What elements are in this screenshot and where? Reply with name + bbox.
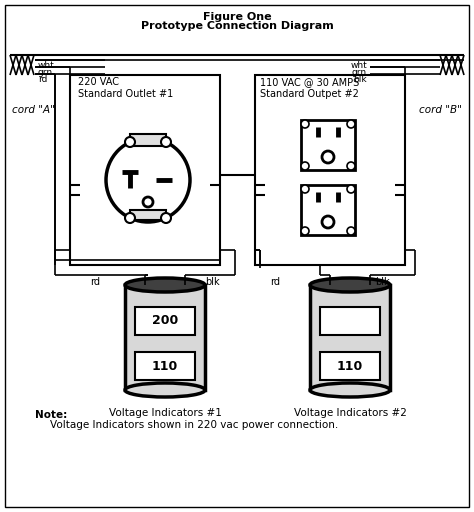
Circle shape [347,185,355,193]
Text: Voltage Indicators #2: Voltage Indicators #2 [293,408,406,418]
Text: cord "B": cord "B" [419,105,462,115]
Bar [301,120,355,170]
Bar [130,134,166,146]
Circle shape [125,137,135,147]
Text: 110 VAC @ 30 AMPS
Standard Outpet #2: 110 VAC @ 30 AMPS Standard Outpet #2 [260,77,359,99]
Text: Note:: Note: [35,410,67,420]
Ellipse shape [125,383,205,397]
Bar [320,307,380,335]
Text: rd: rd [90,277,100,287]
Bar [301,185,355,235]
Bar [310,285,390,390]
Text: Voltage Indicators #1: Voltage Indicators #1 [109,408,221,418]
Text: 220 VAC
Standard Outlet #1: 220 VAC Standard Outlet #1 [78,77,173,99]
Circle shape [125,213,135,223]
Bar [70,75,220,265]
Circle shape [143,197,153,207]
Circle shape [347,162,355,170]
Text: Voltage Indicators shown in 220 vac power connection.: Voltage Indicators shown in 220 vac powe… [50,420,338,430]
Text: blk: blk [205,277,219,287]
Text: grn: grn [38,68,53,77]
Text: wht: wht [350,61,367,70]
Text: rd: rd [270,277,280,287]
Circle shape [301,162,309,170]
Bar [255,75,405,265]
Bar [320,352,380,380]
Bar [135,307,195,335]
Text: 200: 200 [152,314,178,328]
Bar [135,352,195,380]
Text: blk: blk [375,277,390,287]
Circle shape [161,137,171,147]
Bar [130,210,166,220]
Text: Prototype Connection Diagram: Prototype Connection Diagram [141,21,333,31]
Circle shape [301,185,309,193]
Text: rd: rd [38,75,47,84]
Text: 110: 110 [337,359,363,373]
Circle shape [347,120,355,128]
Circle shape [322,151,334,163]
Circle shape [301,120,309,128]
Circle shape [161,213,171,223]
Circle shape [322,216,334,228]
Bar [125,285,205,390]
Text: cord "A": cord "A" [12,105,55,115]
Text: grn: grn [352,68,367,77]
Text: wht: wht [38,61,55,70]
Ellipse shape [310,383,390,397]
Ellipse shape [125,278,205,292]
Circle shape [347,227,355,235]
Ellipse shape [310,278,390,292]
Circle shape [301,227,309,235]
Circle shape [106,138,190,222]
Text: 110: 110 [152,359,178,373]
Text: Figure One: Figure One [203,12,271,22]
Text: blk: blk [354,75,367,84]
